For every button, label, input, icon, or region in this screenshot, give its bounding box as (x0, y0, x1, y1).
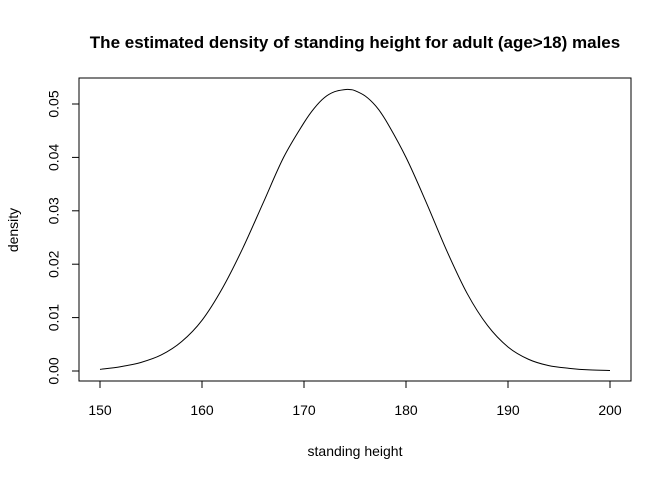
y-tick-label: 0.04 (46, 144, 62, 171)
chart-title: The estimated density of standing height… (90, 33, 620, 52)
y-axis: 0.00 0.01 0.02 0.03 0.04 0.05 (46, 90, 80, 385)
x-tick-label: 150 (88, 402, 112, 418)
y-axis-label: density (5, 208, 21, 252)
y-tick-label: 0.02 (46, 250, 62, 277)
y-tick-label: 0.01 (46, 304, 62, 331)
x-axis: 150 160 170 180 190 200 (88, 380, 622, 418)
x-tick-label: 170 (292, 402, 316, 418)
x-axis-label: standing height (308, 443, 403, 459)
x-tick-label: 160 (190, 402, 214, 418)
x-tick-label: 180 (394, 402, 418, 418)
density-curve (99, 88, 611, 371)
x-tick-label: 190 (496, 402, 520, 418)
series-layer (99, 88, 611, 371)
y-tick-label: 0.00 (46, 357, 62, 384)
y-tick-label: 0.03 (46, 197, 62, 224)
y-tick-label: 0.05 (46, 90, 62, 117)
x-tick-label: 200 (598, 402, 622, 418)
